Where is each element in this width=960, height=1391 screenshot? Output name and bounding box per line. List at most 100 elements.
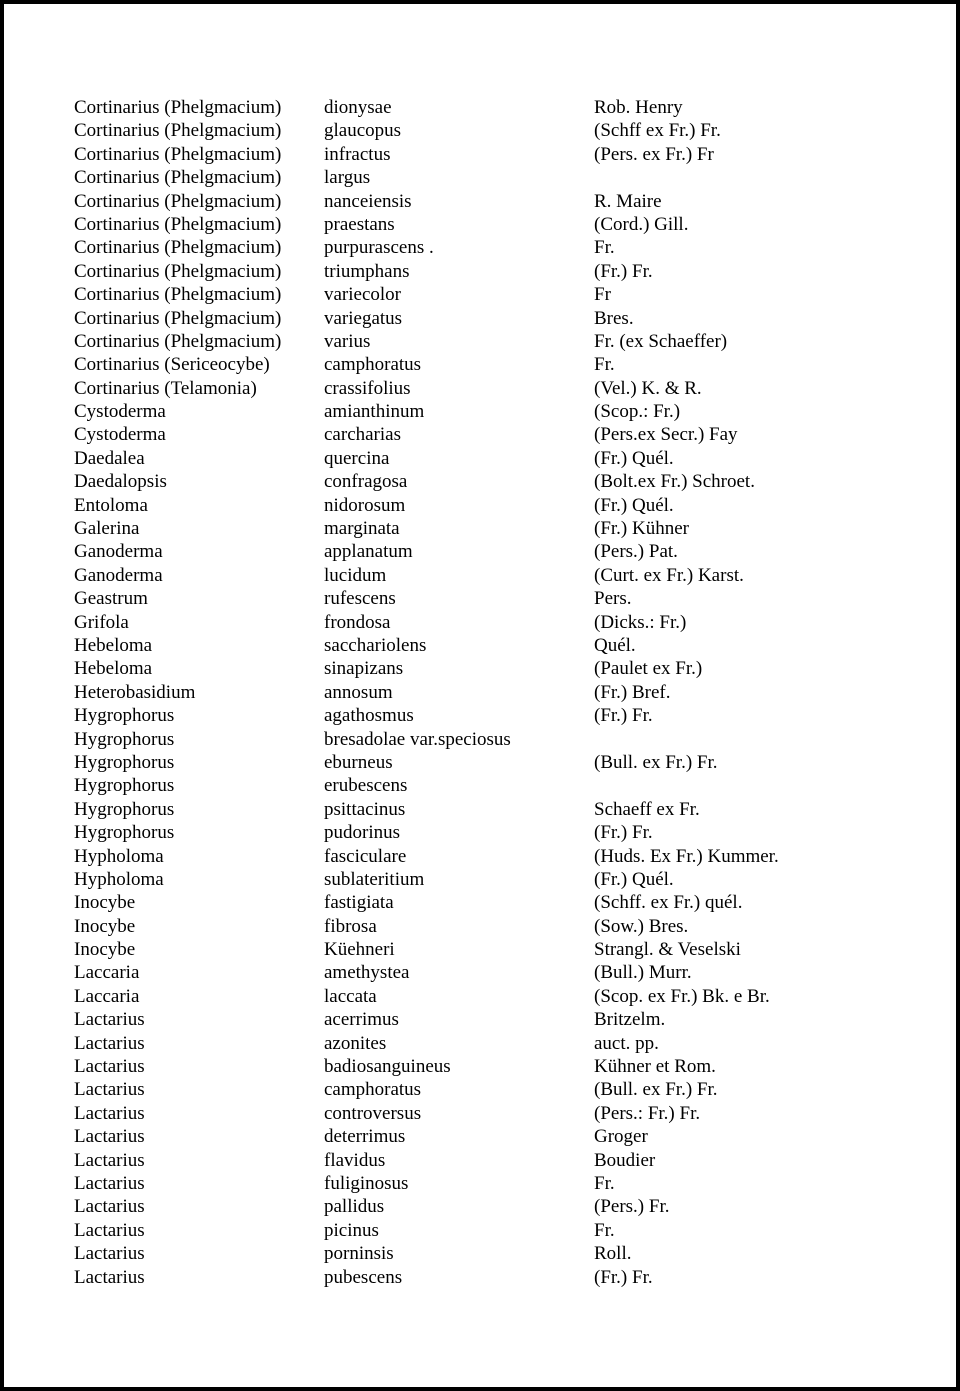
authority-cell: (Sow.) Bres. xyxy=(594,915,896,938)
authority-cell: (Scop.: Fr.) xyxy=(594,400,896,423)
genus-cell: Lactarius xyxy=(74,1055,324,1078)
authority-cell: (Curt. ex Fr.) Karst. xyxy=(594,564,896,587)
authority-cell: Fr. (ex Schaeffer) xyxy=(594,330,896,353)
authority-cell: (Fr.) Fr. xyxy=(594,704,896,727)
table-row: LactariusbadiosanguineusKühner et Rom. xyxy=(74,1055,896,1078)
table-row: Cortinarius (Phelgmacium)glaucopus(Schff… xyxy=(74,119,896,142)
epithet-cell: amianthinum xyxy=(324,400,594,423)
table-row: Cortinarius (Telamonia)crassifolius(Vel.… xyxy=(74,377,896,400)
epithet-cell: crassifolius xyxy=(324,377,594,400)
authority-cell: (Fr.) Fr. xyxy=(594,821,896,844)
table-row: Daedaleaquercina(Fr.) Quél. xyxy=(74,447,896,470)
table-row: Cystodermaamianthinum(Scop.: Fr.) xyxy=(74,400,896,423)
table-row: LactariusporninsisRoll. xyxy=(74,1242,896,1265)
table-row: Lactariuspallidus(Pers.) Fr. xyxy=(74,1195,896,1218)
epithet-cell: lucidum xyxy=(324,564,594,587)
epithet-cell: largus xyxy=(324,166,594,189)
table-row: Lactariuscamphoratus(Bull. ex Fr.) Fr. xyxy=(74,1078,896,1101)
table-row: Cortinarius (Phelgmacium)variecolorFr xyxy=(74,283,896,306)
authority-cell: (Fr.) Quél. xyxy=(594,494,896,517)
epithet-cell: Küehneri xyxy=(324,938,594,961)
table-row: Ganodermalucidum(Curt. ex Fr.) Karst. xyxy=(74,564,896,587)
authority-cell: Rob. Henry xyxy=(594,96,896,119)
genus-cell: Lactarius xyxy=(74,1032,324,1055)
table-row: Hebelomasinapizans(Paulet ex Fr.) xyxy=(74,657,896,680)
table-row: Cortinarius (Sericeocybe)camphoratusFr. xyxy=(74,353,896,376)
genus-cell: Cortinarius (Phelgmacium) xyxy=(74,166,324,189)
table-row: Laccariaamethystea(Bull.) Murr. xyxy=(74,961,896,984)
table-row: Cortinarius (Phelgmacium)variusFr. (ex S… xyxy=(74,330,896,353)
epithet-cell: rufescens xyxy=(324,587,594,610)
authority-cell: (Cord.) Gill. xyxy=(594,213,896,236)
table-row: Grifolafrondosa(Dicks.: Fr.) xyxy=(74,611,896,634)
epithet-cell: varius xyxy=(324,330,594,353)
table-row: GeastrumrufescensPers. xyxy=(74,587,896,610)
genus-cell: Cortinarius (Phelgmacium) xyxy=(74,283,324,306)
epithet-cell: frondosa xyxy=(324,611,594,634)
epithet-cell: badiosanguineus xyxy=(324,1055,594,1078)
genus-cell: Hygrophorus xyxy=(74,774,324,797)
table-row: Hygrophoruspudorinus(Fr.) Fr. xyxy=(74,821,896,844)
authority-cell: Roll. xyxy=(594,1242,896,1265)
table-row: LactariusflavidusBoudier xyxy=(74,1149,896,1172)
genus-cell: Lactarius xyxy=(74,1102,324,1125)
epithet-cell: pallidus xyxy=(324,1195,594,1218)
authority-cell: Kühner et Rom. xyxy=(594,1055,896,1078)
table-row: Cortinarius (Phelgmacium)purpurascens .F… xyxy=(74,236,896,259)
epithet-cell: applanatum xyxy=(324,540,594,563)
table-row: Cystodermacarcharias(Pers.ex Secr.) Fay xyxy=(74,423,896,446)
genus-cell: Hypholoma xyxy=(74,868,324,891)
epithet-cell: azonites xyxy=(324,1032,594,1055)
authority-cell: (Pers.) Fr. xyxy=(594,1195,896,1218)
table-row: LactariusacerrimusBritzelm. xyxy=(74,1008,896,1031)
genus-cell: Hygrophorus xyxy=(74,751,324,774)
epithet-cell: picinus xyxy=(324,1219,594,1242)
epithet-cell: sublateritium xyxy=(324,868,594,891)
authority-cell: Fr. xyxy=(594,236,896,259)
authority-cell: Groger xyxy=(594,1125,896,1148)
authority-cell: (Pers.) Pat. xyxy=(594,540,896,563)
genus-cell: Lactarius xyxy=(74,1195,324,1218)
epithet-cell: infractus xyxy=(324,143,594,166)
table-row: Ganodermaapplanatum(Pers.) Pat. xyxy=(74,540,896,563)
genus-cell: Laccaria xyxy=(74,985,324,1008)
genus-cell: Hygrophorus xyxy=(74,728,324,751)
authority-cell: (Fr.) Quél. xyxy=(594,868,896,891)
authority-cell: Britzelm. xyxy=(594,1008,896,1031)
genus-cell: Hebeloma xyxy=(74,634,324,657)
genus-cell: Lactarius xyxy=(74,1172,324,1195)
genus-cell: Ganoderma xyxy=(74,540,324,563)
authority-cell: auct. pp. xyxy=(594,1032,896,1055)
table-row: Galerinamarginata(Fr.) Kühner xyxy=(74,517,896,540)
genus-cell: Hygrophorus xyxy=(74,704,324,727)
table-row: Lactariusazonitesauct. pp. xyxy=(74,1032,896,1055)
epithet-cell: erubescens xyxy=(324,774,594,797)
authority-cell: Bres. xyxy=(594,307,896,330)
epithet-cell: nidorosum xyxy=(324,494,594,517)
epithet-cell: controversus xyxy=(324,1102,594,1125)
epithet-cell: variegatus xyxy=(324,307,594,330)
authority-cell: (Bull. ex Fr.) Fr. xyxy=(594,1078,896,1101)
genus-cell: Cortinarius (Phelgmacium) xyxy=(74,307,324,330)
epithet-cell: pudorinus xyxy=(324,821,594,844)
authority-cell: (Bolt.ex Fr.) Schroet. xyxy=(594,470,896,493)
genus-cell: Cortinarius (Phelgmacium) xyxy=(74,143,324,166)
epithet-cell: annosum xyxy=(324,681,594,704)
authority-cell: Strangl. & Veselski xyxy=(594,938,896,961)
epithet-cell: bresadolae var.speciosus xyxy=(324,728,594,751)
genus-cell: Cortinarius (Phelgmacium) xyxy=(74,213,324,236)
genus-cell: Cortinarius (Telamonia) xyxy=(74,377,324,400)
table-row: Heterobasidiumannosum(Fr.) Bref. xyxy=(74,681,896,704)
authority-cell: (Pers. ex Fr.) Fr xyxy=(594,143,896,166)
genus-cell: Grifola xyxy=(74,611,324,634)
epithet-cell: glaucopus xyxy=(324,119,594,142)
authority-cell: (Scop. ex Fr.) Bk. e Br. xyxy=(594,985,896,1008)
epithet-cell: agathosmus xyxy=(324,704,594,727)
table-row: Cortinarius (Phelgmacium)largus xyxy=(74,166,896,189)
epithet-cell: nanceiensis xyxy=(324,190,594,213)
genus-cell: Lactarius xyxy=(74,1266,324,1289)
epithet-cell: laccata xyxy=(324,985,594,1008)
genus-cell: Daedalopsis xyxy=(74,470,324,493)
epithet-cell: triumphans xyxy=(324,260,594,283)
table-row: Lactariuspubescens (Fr.) Fr. xyxy=(74,1266,896,1289)
